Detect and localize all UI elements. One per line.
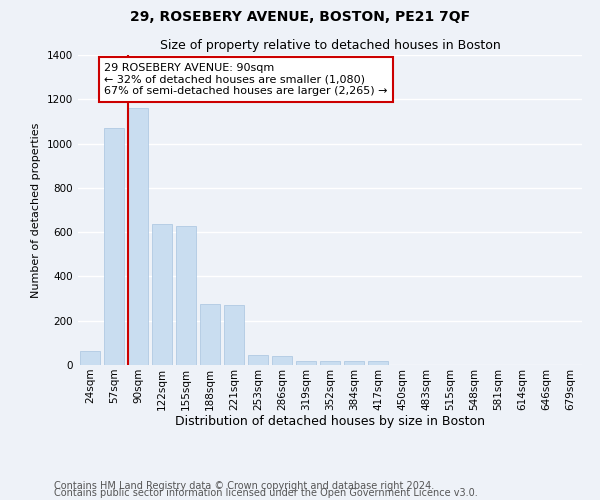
Bar [224, 305, 244, 365]
Text: Contains HM Land Registry data © Crown copyright and database right 2024.: Contains HM Land Registry data © Crown c… [54, 481, 434, 491]
Text: 29 ROSEBERY AVENUE: 90sqm
← 32% of detached houses are smaller (1,080)
67% of se: 29 ROSEBERY AVENUE: 90sqm ← 32% of detac… [104, 62, 388, 96]
Bar [104, 128, 124, 365]
Bar [296, 360, 316, 365]
Bar [320, 360, 340, 365]
Bar [248, 355, 268, 365]
Bar [344, 360, 364, 365]
Y-axis label: Number of detached properties: Number of detached properties [31, 122, 41, 298]
Bar [152, 224, 172, 365]
Title: Size of property relative to detached houses in Boston: Size of property relative to detached ho… [160, 40, 500, 52]
Bar [200, 304, 220, 365]
X-axis label: Distribution of detached houses by size in Boston: Distribution of detached houses by size … [175, 416, 485, 428]
Bar [80, 350, 100, 365]
Bar [176, 226, 196, 365]
Bar [272, 356, 292, 365]
Bar [128, 108, 148, 365]
Text: Contains public sector information licensed under the Open Government Licence v3: Contains public sector information licen… [54, 488, 478, 498]
Bar [368, 360, 388, 365]
Text: 29, ROSEBERY AVENUE, BOSTON, PE21 7QF: 29, ROSEBERY AVENUE, BOSTON, PE21 7QF [130, 10, 470, 24]
